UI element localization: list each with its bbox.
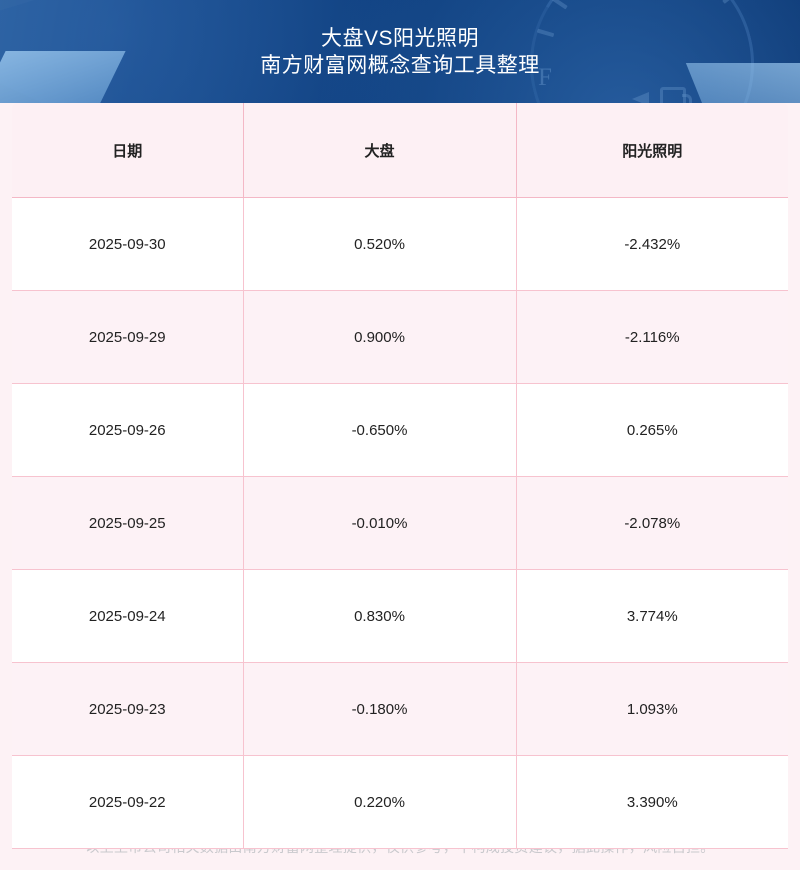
column-header-stock: 阳光照明 <box>516 103 788 198</box>
cell-date: 2025-09-29 <box>12 290 244 384</box>
table-body: 2025-09-30 0.520% -2.432% 2025-09-29 0.9… <box>12 197 788 849</box>
column-header-date: 日期 <box>12 103 244 198</box>
cell-stock: -2.078% <box>516 476 788 570</box>
banner-background <box>0 0 800 103</box>
column-header-market: 大盘 <box>243 103 517 198</box>
banner-title-group: 大盘VS阳光照明 南方财富网概念查询工具整理 <box>0 0 800 103</box>
cell-date: 2025-09-22 <box>12 755 244 849</box>
cell-date: 2025-09-30 <box>12 197 244 291</box>
cell-date: 2025-09-23 <box>12 662 244 756</box>
fuel-pump-icon <box>660 87 692 103</box>
banner-texture <box>0 0 800 103</box>
fuel-gauge-icon: F <box>506 0 778 103</box>
cell-stock: 0.265% <box>516 383 788 477</box>
cell-market: 0.900% <box>243 290 517 384</box>
page-title: 大盘VS阳光照明 <box>320 26 479 50</box>
comparison-table-container: 日期 大盘 阳光照明 2025-09-30 0.520% -2.432% 202… <box>12 103 788 849</box>
table-row: 2025-09-24 0.830% 3.774% <box>12 569 788 663</box>
comparison-table: 日期 大盘 阳光照明 2025-09-30 0.520% -2.432% 202… <box>12 103 788 849</box>
table-row: 2025-09-29 0.900% -2.116% <box>12 290 788 384</box>
gauge-full-label: F <box>538 64 552 91</box>
cell-date: 2025-09-25 <box>12 476 244 570</box>
table-row: 2025-09-26 -0.650% 0.265% <box>12 383 788 477</box>
cell-stock: 1.093% <box>516 662 788 756</box>
cell-stock: 3.774% <box>516 569 788 663</box>
cell-market: -0.180% <box>243 662 517 756</box>
cell-market: -0.010% <box>243 476 517 570</box>
cell-date: 2025-09-24 <box>12 569 244 663</box>
table-head: 日期 大盘 阳光照明 <box>12 103 788 198</box>
cell-stock: -2.432% <box>516 197 788 291</box>
cell-date: 2025-09-26 <box>12 383 244 477</box>
page-banner: F 大盘VS阳光照明 南方财富网概念查询工具整理 <box>0 0 800 103</box>
cell-market: -0.650% <box>243 383 517 477</box>
table-row: 2025-09-25 -0.010% -2.078% <box>12 476 788 570</box>
gauge-needle <box>632 92 649 103</box>
table-row: 2025-09-30 0.520% -2.432% <box>12 197 788 291</box>
cell-stock: -2.116% <box>516 290 788 384</box>
table-row: 2025-09-22 0.220% 3.390% <box>12 755 788 849</box>
cell-market: 0.830% <box>243 569 517 663</box>
cell-stock: 3.390% <box>516 755 788 849</box>
table-header-row: 日期 大盘 阳光照明 <box>12 103 788 198</box>
table-row: 2025-09-23 -0.180% 1.093% <box>12 662 788 756</box>
page-subtitle: 南方财富网概念查询工具整理 <box>260 53 540 77</box>
cell-market: 0.220% <box>243 755 517 849</box>
cell-market: 0.520% <box>243 197 517 291</box>
